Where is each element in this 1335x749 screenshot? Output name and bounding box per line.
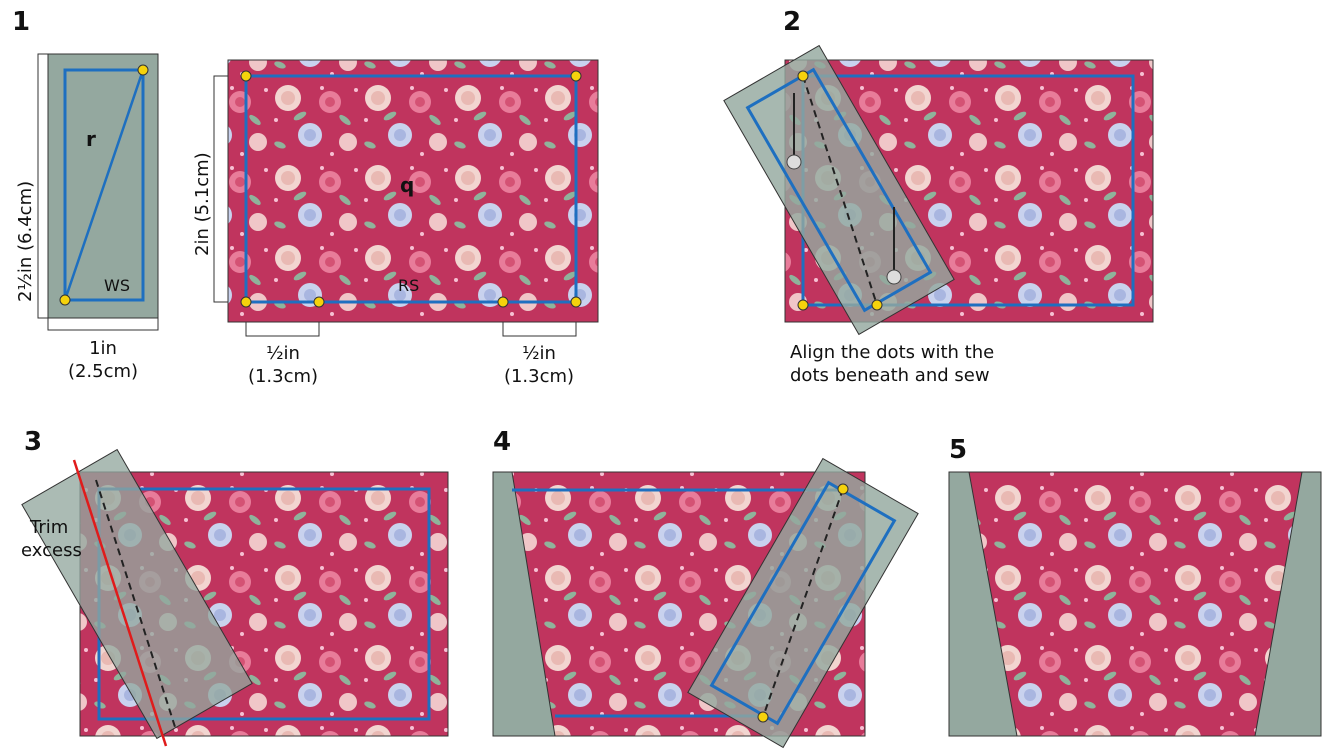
right-offset-bracket (502, 322, 577, 337)
step2-caption-line1: Align the dots with the (790, 342, 994, 363)
rectangle-dot-bottom-left (240, 296, 252, 308)
strip-width-label-2: (2.5cm) (68, 361, 138, 382)
step3-sew-line (95, 479, 177, 731)
step-4: 4 (492, 427, 919, 749)
step-number-5: 5 (949, 435, 967, 465)
strip-letter: r (86, 127, 96, 151)
right-offset-label-2: (1.3cm) (504, 366, 574, 387)
step-1: 1 r WS 2½in (6.4cm) 1in (2.5cm) q (12, 7, 599, 387)
step2-caption-line2: dots beneath and sew (790, 365, 990, 386)
step3-strip-fabric (21, 448, 253, 740)
step-number-2: 2 (783, 7, 801, 37)
strip-side-label: WS (104, 276, 130, 295)
left-offset-label-2: (1.3cm) (248, 366, 318, 387)
strip-width-label-1: 1in (89, 338, 117, 359)
rectangle-side-label: RS (398, 276, 419, 295)
step2-dot-bottom (871, 299, 883, 311)
strip-r-dot-bottom (59, 294, 71, 306)
step4-dot-bottom (757, 711, 769, 723)
rectangle-q-seam-outline (244, 74, 578, 304)
step2-strip-seam (745, 67, 933, 313)
step4-left-triangle (492, 471, 556, 737)
step2-dot-top (797, 70, 809, 82)
step4-dot-top (837, 483, 849, 495)
rectangle-dot-bottom-right-offset (497, 296, 509, 308)
left-offset-bracket (245, 322, 320, 337)
step-2: 2 Align the dots with the dots beneath a… (723, 7, 1154, 386)
step3-trim-label-1: Trim (29, 517, 68, 538)
step5-left-triangle (948, 471, 1018, 737)
step2-pin-left-head (786, 154, 802, 170)
strip-r-dot-top (137, 64, 149, 76)
step2-strip (723, 44, 955, 336)
rectangle-height-label: 2in (5.1cm) (192, 152, 213, 256)
strip-r-seam-outline (63, 68, 145, 302)
step4-sew-line (762, 488, 844, 718)
rectangle-letter: q (400, 173, 414, 197)
step2-dot-corner (797, 299, 809, 311)
rectangle-dot-top-left (240, 70, 252, 82)
strip-width-bracket (47, 318, 159, 331)
step2-pin-right-head (886, 269, 902, 285)
step-5: 5 (948, 435, 1322, 737)
step3-trim-label-2: excess (21, 540, 82, 561)
rectangle-q: q RS (227, 59, 599, 323)
step-number-1: 1 (12, 7, 30, 37)
left-offset-label-1: ½in (266, 343, 300, 364)
strip-height-bracket (37, 53, 48, 319)
rectangle-q-fabric (227, 59, 599, 323)
step5-fabric (948, 471, 1322, 737)
rectangle-height-bracket (213, 75, 228, 303)
step3-trim-line (72, 459, 168, 747)
step5-right-triangle (1254, 471, 1322, 737)
rectangle-dot-top-right (570, 70, 582, 82)
strip-height-label: 2½in (6.4cm) (15, 181, 36, 302)
strip-r-diagonal-line (63, 69, 145, 301)
rectangle-dot-bottom-right (570, 296, 582, 308)
right-offset-label-1: ½in (522, 343, 556, 364)
step3-strip (21, 448, 253, 740)
step2-strip-fabric (723, 44, 955, 336)
strip-r: r WS (47, 53, 159, 319)
step-number-4: 4 (493, 427, 511, 457)
step4-strip-seam (709, 480, 897, 726)
step2-sew-line (802, 75, 878, 306)
rectangle-dot-bottom-left-offset (313, 296, 325, 308)
step-number-3: 3 (24, 427, 42, 457)
step-3: 3 Trim excess (21, 427, 449, 747)
